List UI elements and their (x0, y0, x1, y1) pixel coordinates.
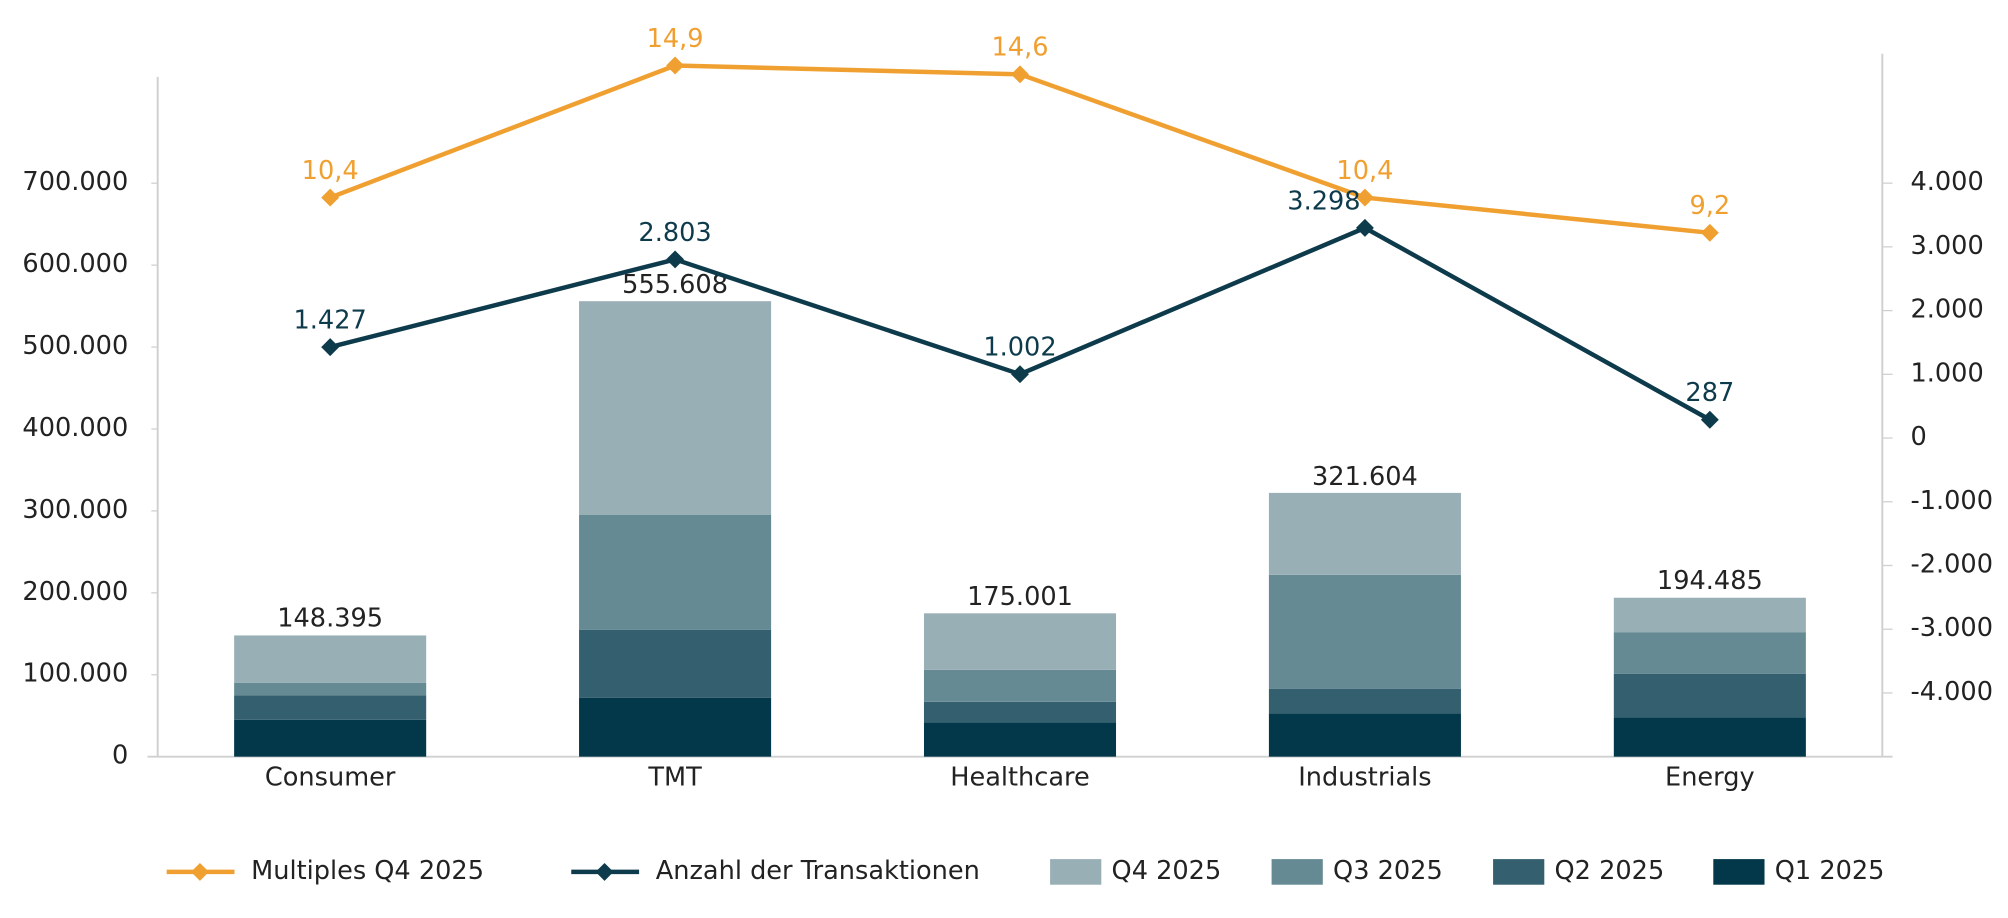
y2-tick-label: 0 (1910, 422, 1926, 452)
y-tick-label: 0 (112, 741, 128, 771)
line-series (329, 225, 1711, 422)
legend-label: Multiples Q4 2025 (251, 856, 484, 886)
x-tick-label: TMT (647, 762, 702, 792)
y2-tick-label: 2.000 (1910, 295, 1983, 325)
total-label: 194.485 (1657, 566, 1763, 596)
line-marker (321, 188, 340, 207)
bar-segment (923, 701, 1117, 723)
bar-segment (234, 682, 427, 696)
legend-label: Q4 2025 (1112, 856, 1222, 886)
y-tick-label: 100.000 (22, 659, 128, 689)
legend-marker (190, 862, 209, 881)
y2-tick-label: -4.000 (1910, 677, 1993, 707)
bar-segment (923, 613, 1117, 670)
legend-marker (595, 862, 614, 881)
x-tick-label: Healthcare (950, 762, 1090, 792)
line-marker (1700, 410, 1719, 429)
data-label: 1.002 (983, 333, 1056, 363)
total-label: 555.608 (622, 270, 728, 300)
data-label: 287 (1685, 378, 1734, 408)
bar-segment (1613, 632, 1806, 674)
bar-segment (1268, 713, 1461, 757)
legend-swatch (1493, 859, 1545, 885)
line-marker (321, 338, 340, 357)
data-label: 2.803 (638, 218, 711, 248)
data-label: 9,2 (1689, 191, 1730, 221)
bar-segment (1268, 574, 1461, 689)
bar-segment (579, 697, 772, 757)
y2-tick-label: 3.000 (1910, 231, 1983, 261)
bar-segment (1268, 688, 1461, 714)
bar-segment (1613, 673, 1806, 718)
data-label: 10,4 (1336, 156, 1393, 186)
legend-label: Q1 2025 (1775, 856, 1885, 886)
bar-segment (1613, 597, 1806, 633)
total-label: 148.395 (277, 604, 383, 634)
legend-label: Q2 2025 (1555, 856, 1665, 886)
data-label: 3.298 (1287, 186, 1360, 216)
x-tick-label: Consumer (265, 762, 396, 792)
y2-tick-label: -1.000 (1910, 486, 1993, 516)
bar-segment (1268, 492, 1461, 575)
y2-tick-label: 4.000 (1910, 167, 1983, 197)
bar-segment (579, 515, 772, 630)
y2-tick-label: 1.000 (1910, 358, 1983, 388)
legend-swatch (1271, 859, 1323, 885)
legend-swatch (1713, 859, 1765, 885)
bar-segment (923, 722, 1117, 757)
y-tick-label: 200.000 (22, 577, 128, 607)
line-marker (666, 56, 685, 75)
line-marker (666, 250, 685, 269)
bar-segment (579, 629, 772, 698)
line-series (329, 63, 1711, 236)
legend-label: Q3 2025 (1333, 856, 1443, 886)
line-marker (1011, 365, 1029, 384)
bar-segment (1613, 717, 1806, 757)
y2-tick-label: -2.000 (1910, 549, 1993, 579)
y2-tick-label: -3.000 (1910, 613, 1993, 643)
x-tick-label: Industrials (1298, 762, 1431, 792)
line-marker (1355, 218, 1374, 237)
x-tick-label: Energy (1665, 762, 1755, 792)
line-marker (1355, 188, 1374, 207)
data-label: 1.427 (294, 306, 367, 336)
line-marker (1011, 65, 1029, 84)
total-label: 175.001 (967, 582, 1073, 612)
line-marker (1700, 223, 1719, 242)
bar-segment (234, 719, 427, 757)
y-tick-label: 500.000 (22, 331, 128, 361)
legend-swatch (1050, 859, 1102, 885)
y-tick-label: 300.000 (22, 495, 128, 525)
bar-segment (234, 635, 427, 683)
data-label: 14,6 (992, 33, 1049, 63)
bar-segment (579, 301, 772, 516)
bar-segment (923, 669, 1117, 702)
data-label: 10,4 (302, 156, 359, 186)
total-label: 321.604 (1312, 462, 1418, 492)
data-label: 14,9 (647, 24, 704, 54)
y-tick-label: 700.000 (22, 167, 128, 197)
y-tick-label: 600.000 (22, 249, 128, 279)
legend-label: Anzahl der Transaktionen (656, 856, 980, 886)
y-tick-label: 400.000 (22, 413, 128, 443)
bar-segment (234, 695, 427, 720)
